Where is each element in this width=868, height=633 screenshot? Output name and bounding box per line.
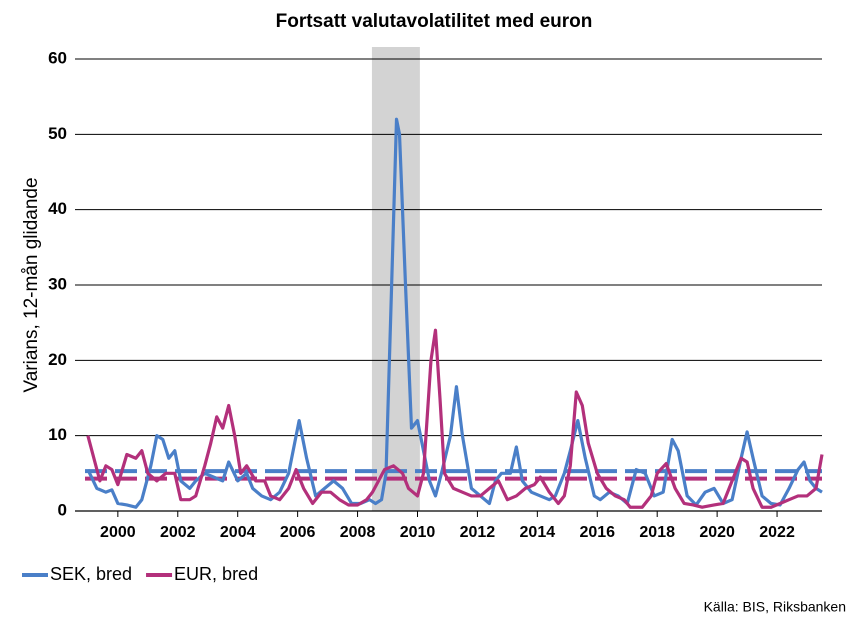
x-tick-label: 2018 [639,524,675,541]
shaded-period [371,47,420,511]
series-line [86,328,824,509]
y-tick-label: 0 [58,500,67,519]
x-tick-label: 2008 [340,524,376,541]
x-tick-label: 2000 [100,524,136,541]
y-tick-label: 10 [48,425,67,444]
x-tick-label: 2006 [280,524,316,541]
legend-label: EUR, bred [174,564,258,584]
x-tick-label: 2014 [520,524,556,541]
y-tick-label: 30 [48,274,67,293]
x-tick-label: 2002 [160,524,196,541]
series-line [86,117,823,509]
y-axis-label: Varians, 12-mån glidande [21,177,42,392]
x-tick-label: 2020 [699,524,735,541]
y-tick-label: 60 [48,48,67,67]
y-tick-label: 40 [48,199,67,218]
x-tick-label: 2016 [579,524,615,541]
x-tick-label: 2022 [759,524,795,541]
chart-title: Fortsatt valutavolatilitet med euron [276,11,593,32]
x-tick-label: 2012 [460,524,496,541]
legend-label: SEK, bred [50,564,132,584]
x-tick-label: 2010 [400,524,436,541]
x-tick-label: 2004 [220,524,256,541]
y-tick-label: 20 [48,350,67,369]
source: Källa: BIS, Riksbanken [704,599,846,615]
y-tick-label: 50 [48,124,67,143]
